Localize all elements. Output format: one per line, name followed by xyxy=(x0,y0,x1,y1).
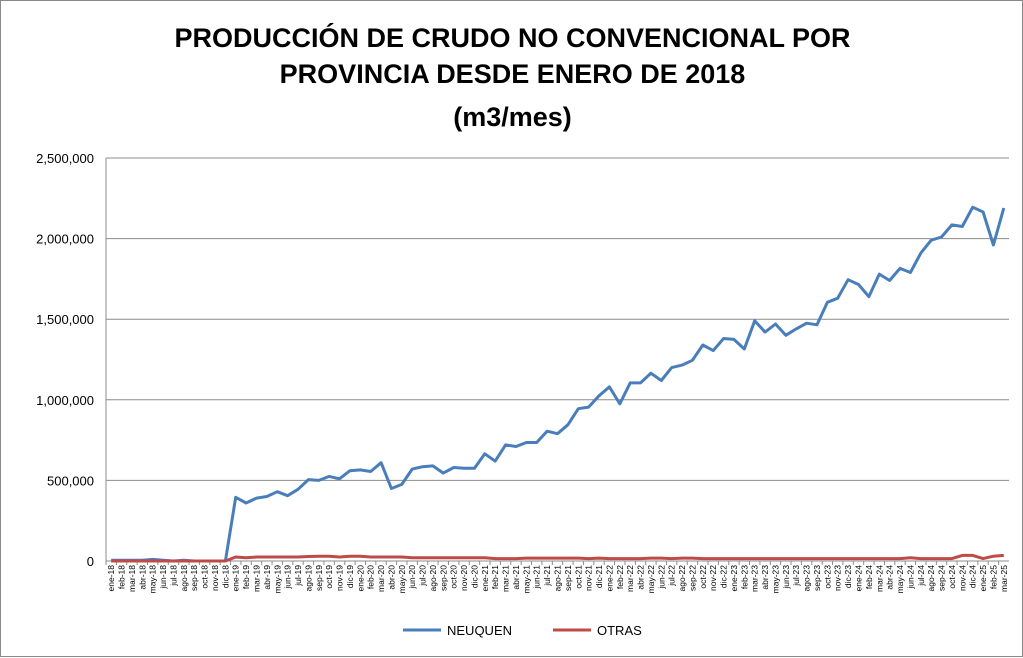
x-tick-label: ago-20 xyxy=(428,565,438,592)
x-tick-label: mar-21 xyxy=(501,565,511,592)
x-tick-label: nov-19 xyxy=(335,565,345,591)
x-tick-label: dic-19 xyxy=(345,565,355,588)
x-tick-label: ene-18 xyxy=(106,565,116,592)
x-tick-label: feb-22 xyxy=(615,565,625,589)
x-tick-label: jul-18 xyxy=(168,565,178,587)
x-tick-label: dic-22 xyxy=(719,565,729,588)
x-tick-label: nov-21 xyxy=(584,565,594,591)
x-tick-label: jun-23 xyxy=(781,565,791,590)
x-tick-label: feb-24 xyxy=(864,565,874,589)
x-tick-label: sep-21 xyxy=(563,565,573,591)
y-tick-label: 1,500,000 xyxy=(36,312,94,327)
x-tick-label: ago-23 xyxy=(802,565,812,592)
x-tick-label: may-22 xyxy=(646,565,656,594)
x-tick-label: abr-22 xyxy=(636,565,646,590)
series-line-neuquen xyxy=(111,207,1004,561)
x-tick-label: dic-18 xyxy=(220,565,230,588)
x-tick-label: ene-23 xyxy=(729,565,739,592)
legend-label-otras: OTRAS xyxy=(597,623,642,638)
x-tick-label: jul-19 xyxy=(293,565,303,587)
x-tick-label: ene-25 xyxy=(978,565,988,592)
x-tick-label: nov-20 xyxy=(459,565,469,591)
y-tick-label: 0 xyxy=(87,554,94,569)
y-tick-label: 500,000 xyxy=(47,473,94,488)
x-tick-label: mar-24 xyxy=(874,565,884,592)
x-tick-label: oct-21 xyxy=(573,565,583,589)
x-tick-label: feb-23 xyxy=(739,565,749,589)
x-tick-label: nov-18 xyxy=(210,565,220,591)
y-tick-label: 2,500,000 xyxy=(36,151,94,166)
x-tick-label: ago-22 xyxy=(677,565,687,592)
x-tick-label: ago-21 xyxy=(553,565,563,592)
x-tick-label: jun-22 xyxy=(656,565,666,590)
x-tick-label: jun-21 xyxy=(532,565,542,590)
x-tick-label: ago-18 xyxy=(179,565,189,592)
x-tick-label: jul-24 xyxy=(916,565,926,587)
x-tick-label: abr-18 xyxy=(137,565,147,590)
x-tick-label: sep-22 xyxy=(687,565,697,591)
x-tick-label: jun-19 xyxy=(283,565,293,590)
x-tick-label: jul-20 xyxy=(418,565,428,587)
x-tick-label: ago-19 xyxy=(303,565,313,592)
y-tick-label: 2,000,000 xyxy=(36,232,94,247)
x-tick-label: oct-22 xyxy=(698,565,708,589)
x-tick-label: mar-25 xyxy=(999,565,1009,592)
x-tick-label: ago-24 xyxy=(926,565,936,592)
x-tick-label: mar-22 xyxy=(625,565,635,592)
x-tick-label: may-24 xyxy=(895,565,905,594)
x-tick-label: oct-23 xyxy=(822,565,832,589)
x-tick-label: nov-24 xyxy=(957,565,967,591)
legend-label-neuquen: NEUQUEN xyxy=(447,623,512,638)
x-tick-label: may-21 xyxy=(521,565,531,594)
series-line-otras xyxy=(111,555,1004,561)
x-tick-label: sep-18 xyxy=(189,565,199,591)
x-tick-label: abr-21 xyxy=(511,565,521,590)
x-tick-label: ene-21 xyxy=(480,565,490,592)
x-tick-label: jul-23 xyxy=(791,565,801,587)
x-tick-label: nov-22 xyxy=(708,565,718,591)
x-tick-label: nov-23 xyxy=(833,565,843,591)
x-tick-label: mar-19 xyxy=(252,565,262,592)
x-tick-label: mar-23 xyxy=(750,565,760,592)
x-tick-label: oct-24 xyxy=(947,565,957,589)
x-tick-label: dic-23 xyxy=(843,565,853,588)
x-tick-label: feb-25 xyxy=(988,565,998,589)
x-tick-label: abr-19 xyxy=(262,565,272,590)
x-tick-label: sep-19 xyxy=(314,565,324,591)
x-tick-label: mar-18 xyxy=(127,565,137,592)
x-tick-label: oct-19 xyxy=(324,565,334,589)
x-tick-label: may-18 xyxy=(148,565,158,594)
x-tick-label: oct-18 xyxy=(200,565,210,589)
x-tick-label: ene-19 xyxy=(231,565,241,592)
x-tick-label: jun-24 xyxy=(905,565,915,590)
y-tick-label: 1,000,000 xyxy=(36,393,94,408)
x-tick-label: ene-24 xyxy=(854,565,864,592)
x-tick-label: feb-20 xyxy=(366,565,376,589)
x-tick-label: may-23 xyxy=(770,565,780,594)
x-tick-label: mar-20 xyxy=(376,565,386,592)
x-tick-label: dic-24 xyxy=(968,565,978,588)
x-tick-label: ene-22 xyxy=(604,565,614,592)
x-tick-label: may-20 xyxy=(397,565,407,594)
x-tick-label: ene-20 xyxy=(355,565,365,592)
x-tick-label: jun-18 xyxy=(158,565,168,590)
x-tick-label: oct-20 xyxy=(449,565,459,589)
x-tick-label: sep-20 xyxy=(438,565,448,591)
x-tick-label: feb-18 xyxy=(117,565,127,589)
x-tick-label: feb-19 xyxy=(241,565,251,589)
x-tick-label: sep-24 xyxy=(937,565,947,591)
x-tick-label: dic-21 xyxy=(594,565,604,588)
x-tick-label: abr-23 xyxy=(760,565,770,590)
x-tick-label: sep-23 xyxy=(812,565,822,591)
x-tick-label: jul-22 xyxy=(667,565,677,587)
x-tick-label: dic-20 xyxy=(469,565,479,588)
x-tick-label: jul-21 xyxy=(542,565,552,587)
x-tick-label: feb-21 xyxy=(490,565,500,589)
x-tick-label: may-19 xyxy=(272,565,282,594)
x-tick-label: abr-24 xyxy=(885,565,895,590)
x-tick-label: jun-20 xyxy=(407,565,417,590)
x-tick-label: abr-20 xyxy=(386,565,396,590)
